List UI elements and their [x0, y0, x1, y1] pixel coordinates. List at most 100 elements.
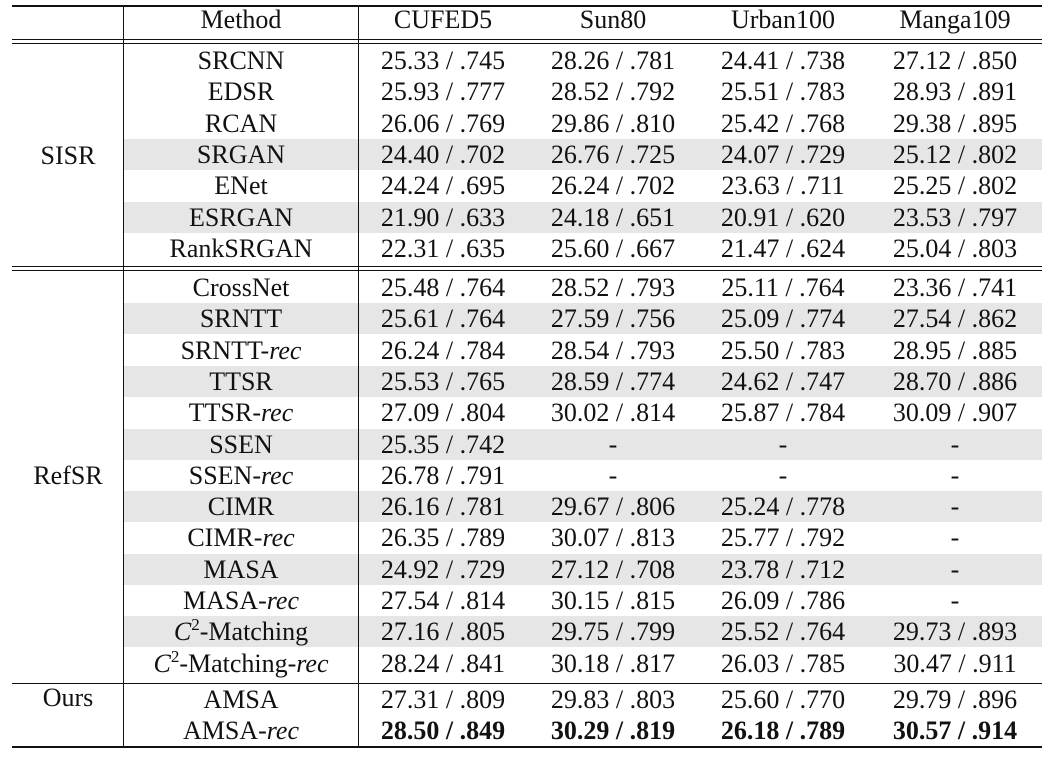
header-dataset-sun80: Sun80	[579, 5, 647, 34]
method-cell: RankSRGAN	[124, 233, 358, 264]
value-cell: 20.91 / .620	[720, 202, 846, 232]
method-name: ENet	[214, 171, 268, 201]
value-cell: 28.24 / .841	[380, 648, 506, 678]
value-cell: 27.12 / .708	[550, 554, 676, 584]
value-cell: 25.50 / .783	[720, 335, 846, 365]
value-cell: 25.25 / .802	[892, 171, 1018, 201]
method-suffix: rec	[261, 460, 294, 490]
value-cell: 29.75 / .799	[550, 617, 676, 647]
horizontal-rule	[12, 746, 1042, 748]
value-cell: 27.12 / .850	[892, 46, 1018, 75]
value-cell: 28.59 / .774	[550, 366, 676, 396]
value-cell: 24.40 / .702	[380, 139, 506, 169]
horizontal-rule	[12, 39, 1042, 41]
value-cell: 25.35 / .742	[380, 429, 506, 459]
value-cell: 25.12 / .802	[892, 139, 1018, 169]
value-cell: 24.92 / .729	[380, 554, 506, 584]
method-name: SRGAN	[196, 139, 286, 169]
method-name: CIMR	[207, 492, 275, 522]
table-row: AMSA 27.31 / .809 29.83 / .803 25.60 / .770…	[12, 684, 1042, 715]
table-row: CIMR-rec 26.35 / .789 30.07 / .813 25.77 / …	[12, 522, 1042, 553]
value-cell: 24.07 / .729	[720, 139, 846, 169]
math-symbol-c: C	[153, 648, 171, 678]
value-cell: -	[950, 586, 960, 615]
method-cell: AMSA	[124, 684, 358, 715]
value-cell: -	[608, 429, 618, 459]
value-cell: 30.02 / .814	[550, 398, 676, 428]
value-cell: 26.78 / .791	[380, 460, 506, 490]
method-name: SSEN-	[188, 460, 261, 490]
method-name: -Matching-	[179, 648, 297, 678]
method-name: CIMR-	[187, 523, 263, 553]
table-row: SSEN 25.35 / .742 - - -	[124, 428, 1042, 460]
value-cell: 29.83 / .803	[550, 685, 676, 714]
value-cell: 25.53 / .765	[380, 366, 506, 396]
method-cell: CIMR	[124, 491, 358, 522]
value-cell: 24.62 / .747	[720, 366, 846, 396]
method-cell: ESRGAN	[124, 202, 358, 233]
method-suffix: rec	[261, 398, 294, 428]
method-name: TTSR-	[188, 398, 261, 428]
value-cell: 26.24 / .784	[380, 335, 506, 365]
value-cell: 25.51 / .783	[720, 77, 846, 107]
table-row: EDSR 25.93 / .777 28.52 / .792 25.51 / .783…	[12, 76, 1042, 107]
method-suffix: rec	[269, 335, 302, 365]
method-suffix: rec	[296, 648, 329, 678]
table-row: SRCNN 25.33 / .745 28.26 / .781 24.41 / .73…	[12, 45, 1042, 76]
method-cell: CrossNet	[124, 272, 358, 303]
value-cell: 25.04 / .803	[892, 233, 1018, 263]
horizontal-rule	[12, 266, 1042, 268]
value-cell: 27.59 / .756	[550, 304, 676, 334]
method-name: AMSA	[203, 685, 279, 714]
value-cell: 27.31 / .809	[380, 685, 506, 714]
value-cell: -	[950, 523, 960, 553]
table-row: CrossNet 25.48 / .764 28.52 / .793 25.11 / …	[12, 272, 1042, 303]
value-cell: 25.52 / .764	[720, 617, 846, 647]
method-name: -Matching	[199, 617, 309, 647]
method-cell: C2-Matching-rec	[124, 648, 358, 679]
value-cell: 26.76 / .725	[550, 139, 676, 169]
method-cell: SRCNN	[124, 45, 358, 76]
header-method: Method	[200, 5, 282, 34]
method-cell: SSEN	[124, 429, 358, 460]
vertical-rule	[358, 714, 359, 745]
horizontal-rule	[12, 43, 1042, 45]
method-suffix: rec	[266, 716, 300, 746]
value-cell: 29.38 / .895	[892, 108, 1018, 138]
value-cell: 25.77 / .792	[720, 523, 846, 553]
method-cell: TTSR	[124, 366, 358, 397]
method-cell: MASA-rec	[124, 585, 358, 616]
method-name: CrossNet	[192, 273, 290, 302]
value-cell: -	[608, 460, 618, 490]
group-label-ours: Ours	[42, 683, 94, 712]
horizontal-rule	[12, 5, 1042, 7]
value-cell: 26.06 / .769	[380, 108, 506, 138]
value-cell: 26.16 / .781	[380, 492, 506, 522]
table-row: CIMR 26.16 / .781 29.67 / .806 25.24 / .778…	[124, 491, 1042, 523]
value-cell: 21.90 / .633	[380, 202, 506, 232]
method-cell: SSEN-rec	[124, 460, 358, 491]
value-cell: -	[950, 460, 960, 490]
method-cell: SRNTT	[124, 303, 358, 334]
method-cell: MASA	[124, 554, 358, 585]
value-cell: 21.47 / .624	[720, 233, 846, 263]
table-row: SSEN-rec 26.78 / .791 - - -	[12, 460, 1042, 491]
value-cell: 28.26 / .781	[550, 46, 676, 75]
value-cell: 28.93 / .891	[892, 77, 1018, 107]
value-cell: 25.60 / .770	[720, 685, 846, 714]
value-cell: -	[778, 429, 788, 459]
value-cell: 24.41 / .738	[720, 46, 846, 75]
value-cell: -	[950, 554, 960, 584]
value-cell: 28.52 / .793	[550, 273, 676, 302]
math-symbol-c: C	[173, 617, 192, 647]
method-cell: CIMR-rec	[124, 522, 358, 553]
vertical-rule	[358, 5, 359, 747]
value-cell: 25.11 / .764	[721, 273, 845, 302]
method-name: EDSR	[207, 77, 275, 107]
value-cell: 28.70 / .886	[892, 366, 1018, 396]
method-name: ESRGAN	[188, 202, 293, 232]
table-row: SRGAN 24.40 / .702 26.76 / .725 24.07 / .72…	[124, 138, 1042, 170]
value-cell: 23.53 / .797	[892, 202, 1018, 232]
table-row: TTSR 25.53 / .765 28.59 / .774 24.62 / .747…	[124, 365, 1042, 397]
value-cell: 28.52 / .792	[550, 77, 676, 107]
